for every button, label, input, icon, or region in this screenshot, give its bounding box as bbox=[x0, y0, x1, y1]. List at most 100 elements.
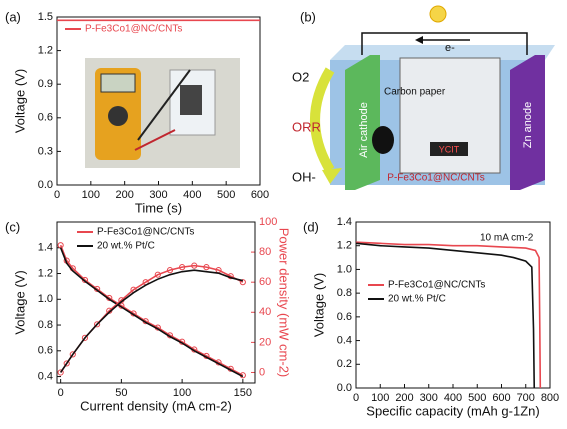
point bbox=[166, 267, 174, 274]
x-tick-label: 0 bbox=[353, 392, 359, 404]
y-tick-label: 0.2 bbox=[337, 358, 352, 370]
x-tick-label: 400 bbox=[183, 189, 201, 201]
x-tick-label: 0 bbox=[54, 189, 60, 201]
multimeter-dial bbox=[108, 106, 128, 126]
photo-inset bbox=[85, 58, 240, 168]
series-line bbox=[59, 269, 244, 373]
point bbox=[154, 271, 161, 278]
plot-frame bbox=[355, 221, 551, 389]
annotation: 10 mA cm-2 bbox=[480, 233, 534, 244]
x-tick-label: 50 bbox=[115, 387, 127, 399]
reaction-label: ORR bbox=[292, 119, 321, 134]
y-tick-label: 0.8 bbox=[38, 319, 53, 331]
x-tick-label: 300 bbox=[149, 189, 167, 201]
x-tick-label: 150 bbox=[234, 387, 252, 399]
x-tick-label: 0 bbox=[58, 387, 64, 399]
y2-tick-label: 60 bbox=[259, 276, 271, 288]
panel-label: (d) bbox=[303, 219, 319, 234]
panel-label: (a) bbox=[5, 9, 21, 24]
x-tick-label: 800 bbox=[541, 392, 559, 404]
series-line bbox=[59, 247, 244, 378]
y2-tick-label: 0 bbox=[259, 366, 265, 378]
point bbox=[203, 264, 210, 271]
legend-label: P-Fe3Co1@NC/CNTs bbox=[85, 24, 182, 35]
plot-frame bbox=[56, 221, 256, 384]
y-tick-label: 0.6 bbox=[38, 345, 53, 357]
x-tick-label: 200 bbox=[115, 189, 133, 201]
y-tick-label: 1.0 bbox=[38, 293, 53, 305]
y-tick-label: 1.4 bbox=[337, 216, 352, 228]
paper-label: Carbon paper bbox=[384, 87, 446, 98]
x-tick-label: 100 bbox=[82, 189, 100, 201]
y-tick-label: 1.4 bbox=[38, 242, 53, 254]
x-tick-label: 200 bbox=[395, 392, 413, 404]
y-axis-title: Voltage (V) bbox=[12, 69, 27, 133]
y-tick-label: 0.4 bbox=[38, 370, 53, 382]
x-tick-label: 500 bbox=[217, 189, 235, 201]
y2-tick-label: 80 bbox=[259, 246, 271, 258]
probe-wire bbox=[137, 69, 191, 141]
point bbox=[81, 334, 89, 341]
y-tick-label: 0.6 bbox=[38, 112, 53, 124]
y-axis-title: Voltage (V) bbox=[12, 270, 27, 334]
y2-tick-label: 40 bbox=[259, 306, 271, 318]
y-tick-label: 0.6 bbox=[337, 311, 352, 323]
y-tick-label: 0.0 bbox=[38, 179, 53, 191]
electron-label: e- bbox=[445, 42, 455, 54]
zn-anode bbox=[510, 55, 545, 190]
legend-label: P-Fe3Co1@NC/CNTs bbox=[388, 280, 485, 291]
probe-wire bbox=[134, 129, 176, 151]
air-cathode bbox=[345, 55, 380, 190]
led-display bbox=[430, 142, 468, 156]
series-line bbox=[59, 244, 244, 376]
series-line bbox=[355, 242, 536, 389]
x-tick-label: 400 bbox=[444, 392, 462, 404]
y-tick-label: 0.0 bbox=[337, 382, 352, 394]
y-tick-label: 1.2 bbox=[38, 45, 53, 57]
point bbox=[179, 264, 186, 271]
anode-label: Zn anode bbox=[522, 102, 534, 148]
legend-label: 20 wt.% Pt/C bbox=[97, 241, 155, 252]
battery-clamp bbox=[180, 85, 202, 115]
y-tick-label: 1.0 bbox=[337, 263, 352, 275]
panel-label: (b) bbox=[300, 9, 316, 24]
catalyst-label: P-Fe3Co1@NC/CNTs bbox=[387, 173, 484, 184]
x-tick-label: 300 bbox=[420, 392, 438, 404]
y-axis-title: Voltage (V) bbox=[311, 273, 326, 337]
arrow-head bbox=[322, 168, 342, 184]
x-tick-label: 700 bbox=[517, 392, 535, 404]
external-wire bbox=[361, 32, 528, 55]
y-tick-label: 0.4 bbox=[337, 334, 352, 346]
y-tick-label: 0.3 bbox=[38, 145, 53, 157]
multimeter-display bbox=[100, 73, 136, 93]
oxygen-label: O2 bbox=[292, 69, 309, 84]
x-tick-label: 600 bbox=[251, 189, 269, 201]
x-axis-title: Current density (mA cm-2) bbox=[80, 398, 232, 413]
y2-axis-title: Power density (mW cm-2) bbox=[277, 228, 292, 378]
legend-label: P-Fe3Co1@NC/CNTs bbox=[97, 227, 194, 238]
battery-diagram: (b) e- O2 ORR OH- Carbon paper Air catho… bbox=[292, 5, 555, 190]
panel-label: (c) bbox=[5, 219, 20, 234]
y-tick-label: 1.2 bbox=[337, 240, 352, 252]
arrow-head bbox=[415, 36, 423, 44]
y2-tick-label: 20 bbox=[259, 336, 271, 348]
point bbox=[63, 360, 70, 367]
bulb bbox=[429, 5, 447, 23]
plot-frame bbox=[56, 16, 261, 186]
y-tick-label: 0.8 bbox=[337, 287, 352, 299]
point bbox=[191, 262, 198, 269]
x-axis-title: Time (s) bbox=[135, 200, 182, 215]
y-tick-label: 0.9 bbox=[38, 78, 53, 90]
catalyst-spot bbox=[372, 126, 394, 154]
x-tick-label: 600 bbox=[492, 392, 510, 404]
x-tick-label: 100 bbox=[173, 387, 191, 399]
point bbox=[239, 279, 246, 286]
display-text: YCIT bbox=[439, 144, 460, 154]
cathode-label: Air cathode bbox=[358, 102, 370, 158]
x-tick-label: 500 bbox=[468, 392, 486, 404]
point bbox=[69, 351, 76, 358]
y-tick-label: 1.5 bbox=[38, 11, 53, 23]
x-tick-label: 100 bbox=[371, 392, 389, 404]
legend-label: 20 wt.% Pt/C bbox=[388, 294, 446, 305]
